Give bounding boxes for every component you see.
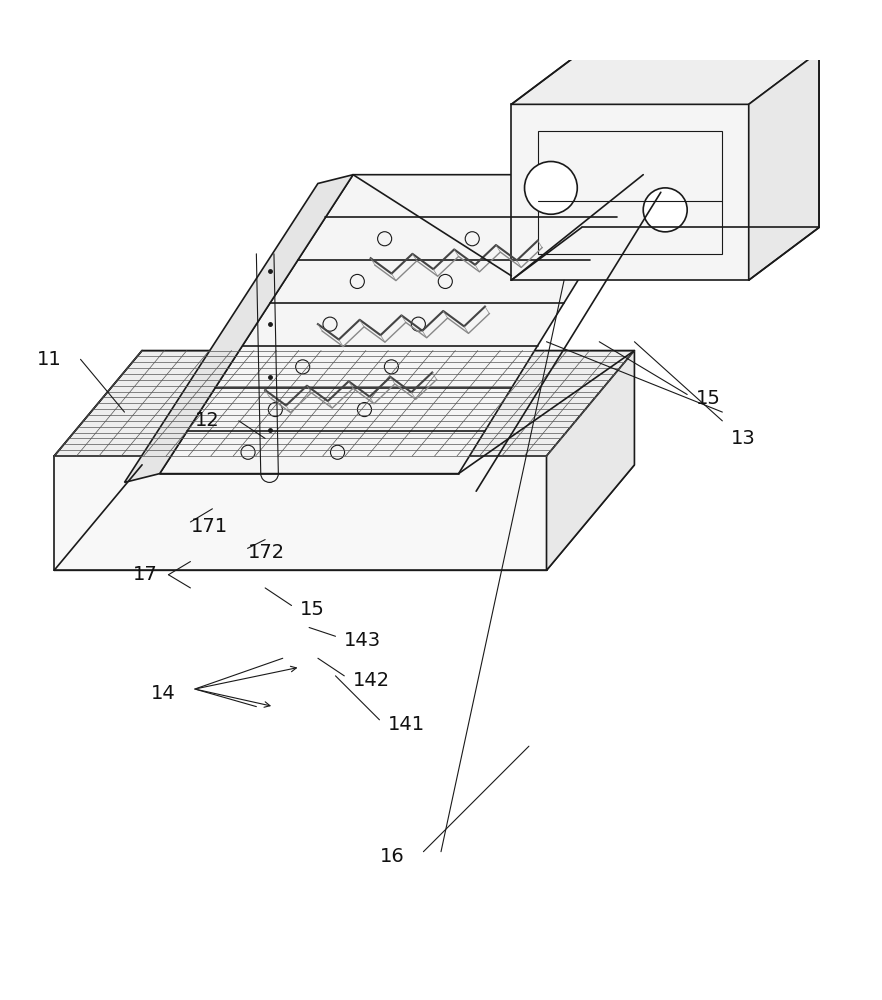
- Polygon shape: [54, 456, 547, 570]
- Text: 17: 17: [133, 565, 158, 584]
- Polygon shape: [512, 52, 819, 104]
- Circle shape: [525, 161, 578, 214]
- Polygon shape: [124, 175, 353, 482]
- Text: 13: 13: [731, 429, 756, 448]
- Polygon shape: [512, 104, 749, 280]
- Text: 15: 15: [696, 389, 721, 408]
- Polygon shape: [54, 465, 634, 570]
- Text: 14: 14: [151, 684, 176, 703]
- Polygon shape: [160, 175, 643, 474]
- Text: 16: 16: [379, 847, 404, 866]
- Polygon shape: [547, 351, 634, 570]
- Text: 172: 172: [248, 543, 285, 562]
- Polygon shape: [54, 351, 634, 456]
- Text: 143: 143: [344, 631, 381, 650]
- Text: 15: 15: [301, 600, 325, 619]
- Text: 12: 12: [195, 411, 220, 430]
- Text: 141: 141: [388, 715, 425, 734]
- Polygon shape: [749, 52, 819, 280]
- Text: 142: 142: [353, 671, 390, 690]
- Text: 171: 171: [191, 517, 228, 536]
- Text: 11: 11: [36, 350, 62, 369]
- Circle shape: [643, 188, 687, 232]
